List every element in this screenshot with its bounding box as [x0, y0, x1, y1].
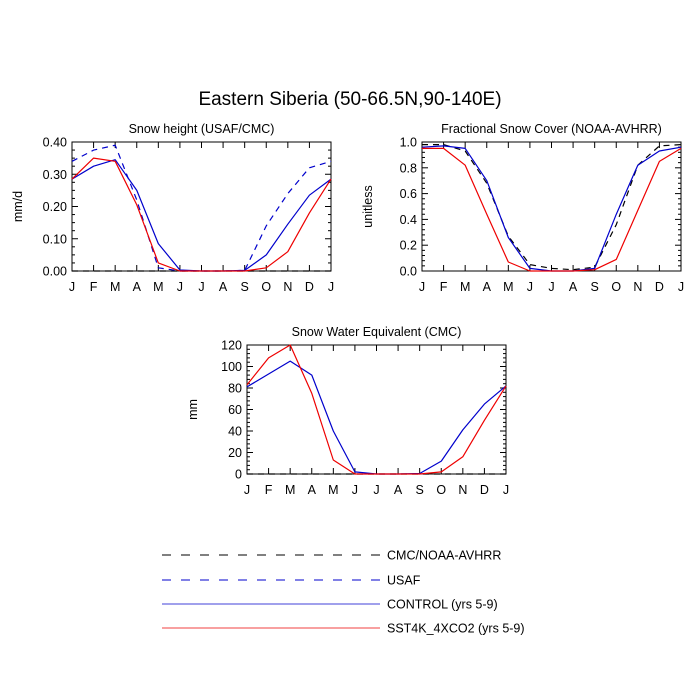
y-tick-label: 0.30 — [43, 168, 67, 182]
x-tick-label: F — [265, 483, 273, 497]
y-tick-label: 0.10 — [43, 232, 67, 246]
y-tick-label: 0.4 — [400, 213, 417, 227]
y-tick-label: 0.20 — [43, 200, 67, 214]
x-tick-label: J — [419, 280, 425, 294]
legend-label: SST4K_4XCO2 (yrs 5-9) — [387, 622, 525, 636]
x-tick-label: N — [633, 280, 642, 294]
y-axis-label: unitless — [361, 185, 375, 227]
x-tick-label: D — [655, 280, 664, 294]
y-tick-label: 120 — [221, 339, 242, 353]
x-tick-label: J — [69, 280, 75, 294]
x-tick-label: M — [503, 280, 513, 294]
chart-panel-1: Snow height (USAF/CMC) mm/d 0.00 0.10 0.20 0.… — [11, 122, 334, 294]
y-tick-label: 0.8 — [400, 161, 417, 175]
x-tick-label: D — [305, 280, 314, 294]
y-axis-label: mm — [186, 399, 200, 420]
y-tick-label: 60 — [228, 403, 242, 417]
y-tick-label: 0.6 — [400, 187, 417, 201]
series-line — [422, 144, 682, 271]
y-axis-label: mm/d — [11, 191, 25, 222]
chart-panel-3: Snow Water Equivalent (CMC) mm 0 20 40 60 80 10… — [186, 325, 509, 497]
x-tick-label: J — [678, 280, 684, 294]
x-tick-label: J — [548, 280, 554, 294]
x-tick-label: A — [219, 280, 228, 294]
y-tick-label: 1.0 — [400, 136, 417, 150]
panel-title: Snow height (USAF/CMC) — [129, 122, 275, 136]
y-tick-label: 100 — [221, 360, 242, 374]
x-tick-label: A — [394, 483, 403, 497]
x-tick-label: O — [611, 280, 621, 294]
series-line — [246, 360, 507, 475]
series-line — [71, 157, 332, 272]
legend-label: CONTROL (yrs 5-9) — [387, 598, 498, 612]
y-tick-label: 40 — [228, 425, 242, 439]
x-tick-label: M — [285, 483, 295, 497]
x-tick-label: O — [261, 280, 271, 294]
x-tick-label: S — [415, 483, 423, 497]
x-tick-label: M — [110, 280, 120, 294]
x-tick-label: A — [569, 280, 578, 294]
x-tick-label: A — [133, 280, 142, 294]
x-tick-label: M — [153, 280, 163, 294]
y-tick-label: 0.00 — [43, 265, 67, 279]
y-tick-label: 0 — [235, 468, 242, 482]
legend-label: USAF — [387, 574, 421, 588]
panel-title: Fractional Snow Cover (NOAA-AVHRR) — [441, 122, 662, 136]
y-tick-label: 0.40 — [43, 136, 67, 150]
y-tick-label: 20 — [228, 446, 242, 460]
x-tick-label: J — [177, 280, 183, 294]
x-tick-label: J — [352, 483, 358, 497]
x-tick-label: J — [328, 280, 334, 294]
y-tick-label: 80 — [228, 382, 242, 396]
y-tick-label: 0.0 — [400, 265, 417, 279]
x-tick-label: S — [240, 280, 248, 294]
x-tick-label: O — [436, 483, 446, 497]
x-tick-label: J — [373, 483, 379, 497]
x-tick-label: F — [440, 280, 448, 294]
panel-title: Snow Water Equivalent (CMC) — [292, 325, 462, 339]
figure-title: Eastern Siberia (50-66.5N,90-140E) — [198, 89, 502, 110]
x-tick-label: D — [480, 483, 489, 497]
x-tick-label: N — [283, 280, 292, 294]
legend-label: CMC/NOAA-AVHRR — [387, 549, 501, 563]
x-tick-label: M — [328, 483, 338, 497]
x-tick-label: N — [458, 483, 467, 497]
series-line — [421, 145, 682, 272]
series-line — [246, 344, 507, 475]
x-tick-label: J — [244, 483, 250, 497]
y-tick-label: 0.2 — [400, 239, 417, 253]
legend: CMC/NOAA-AVHRR USAF CONTROL (yrs 5-9) SST4K… — [162, 549, 525, 636]
series-line — [71, 144, 332, 272]
series-line — [422, 147, 682, 272]
x-tick-label: S — [590, 280, 598, 294]
x-tick-label: A — [483, 280, 492, 294]
x-tick-label: J — [503, 483, 509, 497]
x-tick-label: F — [90, 280, 98, 294]
x-tick-label: J — [198, 280, 204, 294]
chart-panel-2: Fractional Snow Cover (NOAA-AVHRR) unitle… — [361, 122, 684, 294]
x-tick-label: M — [460, 280, 470, 294]
x-tick-label: J — [527, 280, 533, 294]
series-line — [71, 159, 332, 272]
x-tick-label: A — [308, 483, 317, 497]
